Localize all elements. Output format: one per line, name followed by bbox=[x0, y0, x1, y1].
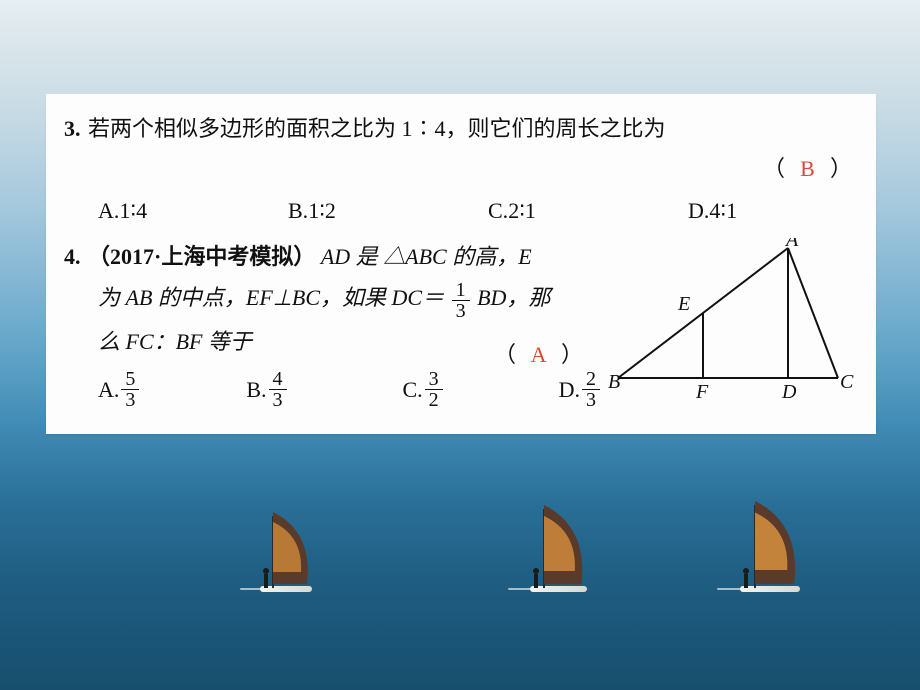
q3-option-b: B. 1∶2 bbox=[288, 190, 488, 232]
q3-option-a: A. 1∶4 bbox=[98, 190, 288, 232]
exercise-paper: 3. 若两个相似多边形的面积之比为 1∶4，则它们的周长之比为 （ B ） A.… bbox=[46, 94, 876, 434]
q4-option-b: B. 4 3 bbox=[246, 369, 402, 411]
q4-figure: A B C D E F bbox=[608, 238, 858, 398]
paren-open: （ bbox=[763, 156, 785, 181]
q4-stem-1: AD 是 △ABC 的高，E bbox=[321, 244, 532, 269]
q3-option-c: C. 2∶1 bbox=[488, 190, 688, 232]
svg-text:F: F bbox=[695, 381, 709, 398]
svg-text:A: A bbox=[784, 238, 799, 251]
svg-text:B: B bbox=[608, 371, 620, 393]
question-3: 3. 若两个相似多边形的面积之比为 1∶4，则它们的周长之比为 （ B ） A.… bbox=[64, 108, 852, 232]
q4-option-a: A. 5 3 bbox=[98, 369, 246, 411]
q3-answer: B bbox=[790, 148, 824, 190]
q4-answer: A bbox=[522, 334, 556, 376]
q3-stem: 若两个相似多边形的面积之比为 1∶4，则它们的周长之比为 bbox=[88, 116, 666, 141]
q4-stem-frac: 1 3 bbox=[452, 280, 470, 321]
windsurfer-2 bbox=[530, 504, 587, 592]
q4-stem-2: 为 AB 的中点，EF⊥BC，如果 DC＝ 1 3 BD，那 bbox=[64, 285, 550, 310]
q3-number: 3. bbox=[64, 116, 81, 141]
q4-stem-3: 么 FC：BF 等于 bbox=[64, 329, 252, 354]
paren-close: ） bbox=[830, 156, 852, 181]
svg-text:C: C bbox=[840, 371, 854, 393]
q4-source: （2017·上海中考模拟） bbox=[88, 244, 315, 269]
q3-answer-cell: （ B ） bbox=[763, 148, 852, 190]
q4-number: 4. bbox=[64, 244, 81, 269]
triangle-svg: A B C D E F bbox=[608, 238, 858, 398]
slide-background: 3. 若两个相似多边形的面积之比为 1∶4，则它们的周长之比为 （ B ） A.… bbox=[0, 0, 920, 690]
question-4: 4. （2017·上海中考模拟） AD 是 △ABC 的高，E 为 AB 的中点… bbox=[64, 236, 852, 411]
windsurfer-1 bbox=[260, 512, 312, 592]
svg-text:D: D bbox=[781, 381, 797, 398]
q3-option-d: D. 4∶1 bbox=[688, 190, 737, 232]
q3-options: A. 1∶4 B. 1∶2 C. 2∶1 D. 4∶1 bbox=[64, 190, 852, 232]
windsurfer-3 bbox=[740, 500, 800, 592]
svg-text:E: E bbox=[677, 293, 690, 315]
q4-answer-cell: （ A ） bbox=[494, 334, 583, 376]
